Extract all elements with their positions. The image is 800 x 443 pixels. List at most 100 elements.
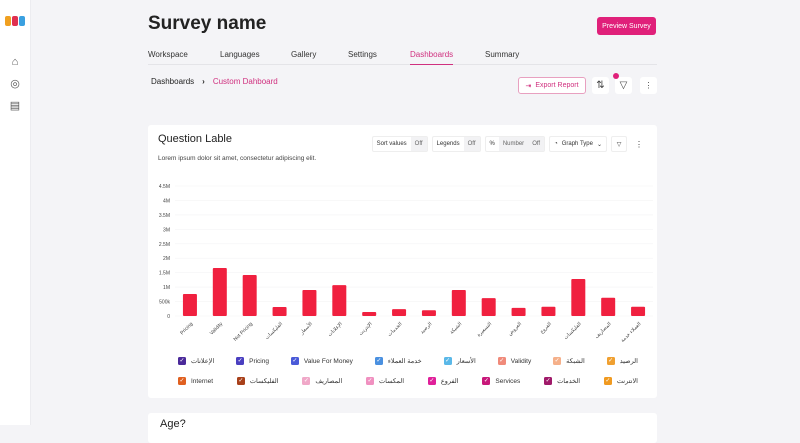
y-tick-label: 500k bbox=[159, 300, 170, 306]
legend-label: Validity bbox=[510, 357, 532, 365]
legend-item[interactable]: ✓ Services bbox=[482, 377, 520, 385]
tab-bar: Workspace Languages Gallery Settings Das… bbox=[148, 50, 657, 65]
legend-item[interactable]: ✓ Pricing bbox=[236, 357, 269, 365]
card-more-button[interactable]: ⋮ bbox=[631, 136, 647, 152]
graph-type-dropdown[interactable]: ◔ Graph Type ⌄ bbox=[549, 136, 607, 152]
breadcrumb-root[interactable]: Dashboards bbox=[151, 77, 195, 86]
legend-item[interactable]: ✓ الفليكسات bbox=[236, 377, 279, 385]
number-state: Off bbox=[528, 137, 545, 151]
checkbox-checked-icon[interactable]: ✓ bbox=[178, 377, 186, 385]
legend-item[interactable]: ✓ الشبكة bbox=[553, 357, 585, 365]
checkbox-checked-icon[interactable]: ✓ bbox=[302, 377, 311, 385]
checkbox-checked-icon[interactable]: ✓ bbox=[236, 377, 245, 385]
legends-toggle[interactable]: Legends Off bbox=[431, 136, 481, 152]
checkbox-checked-icon[interactable]: ✓ bbox=[553, 357, 562, 365]
bar bbox=[302, 290, 317, 316]
checkbox-checked-icon[interactable]: ✓ bbox=[427, 377, 436, 385]
legend-item[interactable]: ✓ خدمة العملاء bbox=[374, 357, 422, 365]
y-tick-label: 3.5M bbox=[159, 213, 170, 219]
legend-label: خدمة العملاء bbox=[387, 358, 422, 365]
filter-icon: ▽ bbox=[616, 141, 622, 148]
legend-label: الانترنت bbox=[616, 378, 638, 385]
legend-item[interactable]: ✓ الانترنت bbox=[603, 377, 638, 385]
checkbox-checked-icon[interactable]: ✓ bbox=[178, 357, 186, 365]
legend-item[interactable]: ✓ المكسات bbox=[366, 377, 404, 385]
sort-values-toggle[interactable]: Sort values Off bbox=[371, 136, 428, 152]
y-tick-label: 1.5M bbox=[159, 271, 170, 277]
x-tick-label: الفليكسات bbox=[264, 321, 284, 341]
tab-summary[interactable]: Summary bbox=[485, 50, 520, 59]
legend-label: Pricing bbox=[249, 357, 269, 365]
sort-icon: ⇅ bbox=[596, 80, 605, 91]
x-tick-label: الأسعار bbox=[297, 320, 314, 337]
preview-survey-button[interactable]: Preview Survey bbox=[597, 17, 656, 35]
bar bbox=[332, 285, 347, 316]
checkbox-checked-icon[interactable]: ✓ bbox=[544, 377, 553, 385]
checkbox-checked-icon[interactable]: ✓ bbox=[290, 357, 299, 365]
card-filter-button[interactable]: ▽ bbox=[611, 136, 627, 152]
y-tick-label: 4.5M bbox=[159, 184, 170, 190]
tab-dashboards[interactable]: Dashboards bbox=[410, 50, 454, 65]
tab-settings[interactable]: Settings bbox=[348, 50, 377, 59]
legend-label: Services bbox=[495, 377, 521, 385]
legend-label: الإعلانات bbox=[191, 358, 215, 365]
bar bbox=[182, 294, 197, 316]
checkbox-checked-icon[interactable]: ✓ bbox=[374, 357, 383, 365]
y-tick-label: 3M bbox=[163, 227, 170, 233]
layers-icon[interactable]: ◎ bbox=[10, 78, 20, 90]
graph-icon: ◔ bbox=[554, 141, 558, 147]
chart-legend: ✓ الإعلانات ✓ Pricing ✓ Value For Money ✓ خدمة … bbox=[178, 351, 638, 391]
y-tick-label: 1M bbox=[163, 285, 170, 291]
legend-item[interactable]: ✓ Validity bbox=[497, 357, 532, 365]
filter-button[interactable]: ▽ bbox=[615, 77, 632, 94]
checkbox-checked-icon[interactable]: ✓ bbox=[603, 377, 612, 385]
checkbox-checked-icon[interactable]: ✓ bbox=[482, 377, 491, 385]
more-button[interactable]: ⋮ bbox=[640, 77, 657, 94]
app-logo[interactable] bbox=[5, 16, 25, 26]
bar bbox=[392, 309, 407, 316]
sort-button[interactable]: ⇅ bbox=[592, 77, 609, 94]
x-tick-label: التسعيرة bbox=[476, 321, 493, 338]
x-tick-label: المصاريف bbox=[594, 321, 613, 340]
bar-chart: 0 500k 1M 1.5M 2M 2.5M 3M 3.5M 4M 4.5M Pricing Vali… bbox=[159, 184, 653, 344]
x-tick-label: الإعلانات bbox=[327, 321, 344, 338]
legend-item[interactable]: ✓ الرصيد bbox=[606, 357, 638, 365]
breadcrumb: Dashboards › Custom Dahboard bbox=[151, 77, 278, 86]
number-toggle[interactable]: % Number Off bbox=[484, 136, 546, 152]
graph-type-label: Graph Type bbox=[561, 141, 593, 147]
checkbox-checked-icon[interactable]: ✓ bbox=[497, 357, 506, 365]
sort-values-state: Off bbox=[410, 137, 427, 151]
legend-item[interactable]: ✓ المصاريف bbox=[302, 377, 342, 385]
legend-item[interactable]: ✓ Value For Money bbox=[290, 357, 353, 365]
legend-label: الفروع bbox=[440, 378, 459, 385]
y-tick-label: 2.5M bbox=[159, 242, 170, 248]
legend-item[interactable]: ✓ الخدمات bbox=[544, 377, 580, 385]
export-report-button[interactable]: ⇥ Export Report bbox=[518, 77, 586, 94]
tab-workspace[interactable]: Workspace bbox=[148, 50, 188, 59]
x-tick-label: الشبكة bbox=[449, 321, 463, 335]
home-icon[interactable]: ⌂ bbox=[11, 56, 19, 68]
clipboard-icon[interactable]: ▤ bbox=[9, 100, 21, 112]
more-vertical-icon: ⋮ bbox=[635, 139, 643, 149]
legend-item[interactable]: ✓ الإعلانات bbox=[178, 357, 214, 365]
checkbox-checked-icon[interactable]: ✓ bbox=[236, 357, 245, 365]
export-icon: ⇥ bbox=[525, 82, 532, 90]
legend-label: Value For Money bbox=[303, 357, 353, 365]
checkbox-checked-icon[interactable]: ✓ bbox=[606, 357, 615, 365]
legend-item[interactable]: ✓ الأسعار bbox=[443, 357, 476, 365]
checkbox-checked-icon[interactable]: ✓ bbox=[366, 377, 375, 385]
x-tick-label: العملاء خدمة bbox=[620, 321, 643, 344]
checkbox-checked-icon[interactable]: ✓ bbox=[443, 357, 452, 365]
question-card: Question Lable Lorem ipsum dolor sit ame… bbox=[148, 125, 657, 398]
legend-item[interactable]: ✓ الفروع bbox=[427, 377, 459, 385]
legend-label: المكسات bbox=[379, 378, 405, 385]
tab-gallery[interactable]: Gallery bbox=[291, 50, 317, 59]
card-controls: Sort values Off Legends Off % Number Off ◔ Gr… bbox=[371, 136, 647, 152]
sidebar: ⌂ ◎ ▤ bbox=[0, 0, 31, 425]
tab-languages[interactable]: Languages bbox=[220, 50, 260, 59]
bar bbox=[601, 297, 616, 316]
bar bbox=[272, 307, 287, 316]
bar bbox=[631, 306, 646, 316]
chevron-down-icon: ⌄ bbox=[596, 141, 602, 148]
legend-item[interactable]: ✓ Internet bbox=[178, 377, 213, 385]
